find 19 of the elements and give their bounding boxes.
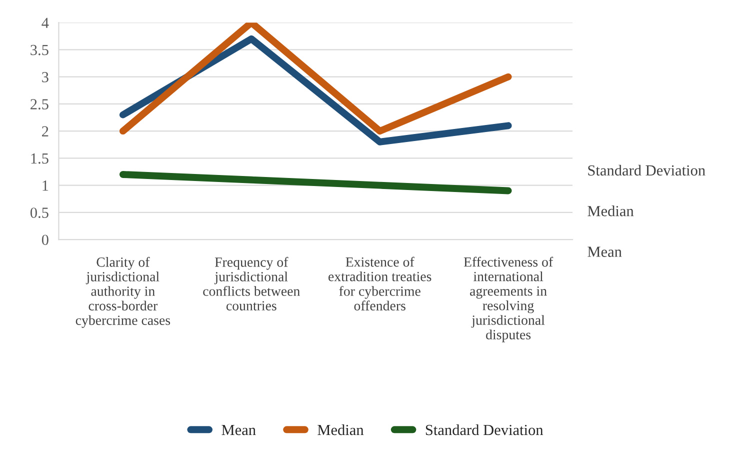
y-tick-label: 0 xyxy=(42,234,48,246)
legend-label: Standard Deviation xyxy=(426,424,544,436)
text: Mean xyxy=(588,246,622,257)
x-tick-label: Frequency of jurisdictional conflicts between countries xyxy=(203,256,300,310)
legend-label: Median xyxy=(318,424,364,436)
y-tick-label: 2 xyxy=(42,126,48,136)
x-tick-label: Clarity of jurisdictional authority in cross-border cybercrime cases xyxy=(76,256,170,328)
text: Median xyxy=(588,206,634,216)
y-tick-label: 1 xyxy=(42,180,48,191)
y-tick-label: 4 xyxy=(42,18,49,28)
y-tick-label: 1.5 xyxy=(31,153,48,164)
x-tick-label: Existence of extradition treaties for cybercrime offenders xyxy=(328,256,432,310)
y-tick-label: 2.5 xyxy=(30,99,48,110)
y-tick-label: 3 xyxy=(42,72,48,82)
text: Standard Deviation xyxy=(588,164,706,176)
legend-label: Mean xyxy=(222,424,256,436)
x-tick-label: Effectiveness of international agreements in resolving jurisdictional disputes xyxy=(464,256,554,342)
y-tick-label: 3.5 xyxy=(30,44,48,56)
y-tick-label: 0.5 xyxy=(30,208,48,218)
